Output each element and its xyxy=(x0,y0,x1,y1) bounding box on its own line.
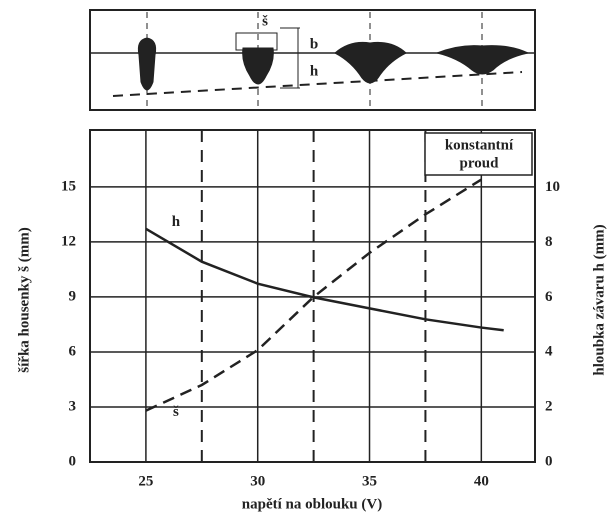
y2-tick-label: 4 xyxy=(545,344,553,360)
y-tick-label: 3 xyxy=(69,398,77,414)
x-axis-title: napětí na oblouku (V) xyxy=(242,496,382,512)
y2-tick-label: 6 xyxy=(545,289,553,305)
series-line xyxy=(146,229,504,331)
y2-axis-title: hloubka závaru h (mm) xyxy=(591,224,607,375)
bead-diagram xyxy=(90,10,535,110)
x-tick-label: 30 xyxy=(250,473,265,489)
series-label: h xyxy=(172,214,181,230)
annotation: konstantní xyxy=(445,137,514,153)
diagram-label: š xyxy=(262,13,268,29)
annotation: proud xyxy=(460,155,500,171)
chart: šířka housenky š (mm) hloubka závaru h (… xyxy=(0,0,615,520)
y-tick-label: 0 xyxy=(69,453,77,469)
y-tick-label: 12 xyxy=(61,233,76,249)
series-label: š xyxy=(173,404,179,420)
y2-tick-label: 8 xyxy=(545,234,553,250)
diagram-label: h xyxy=(310,63,319,79)
y2-tick-label: 2 xyxy=(545,399,553,415)
y2-tick-label: 10 xyxy=(545,179,560,195)
x-tick-label: 40 xyxy=(474,473,489,489)
diagram-label: b xyxy=(310,36,318,52)
y-tick-label: 15 xyxy=(61,178,76,194)
y-axis-title: šířka housenky š (mm) xyxy=(16,227,32,372)
y-tick-label: 9 xyxy=(69,288,77,304)
y2-tick-label: 0 xyxy=(545,453,553,469)
y-tick-label: 6 xyxy=(69,343,77,359)
x-tick-label: 35 xyxy=(362,473,377,489)
x-tick-label: 25 xyxy=(138,473,153,489)
